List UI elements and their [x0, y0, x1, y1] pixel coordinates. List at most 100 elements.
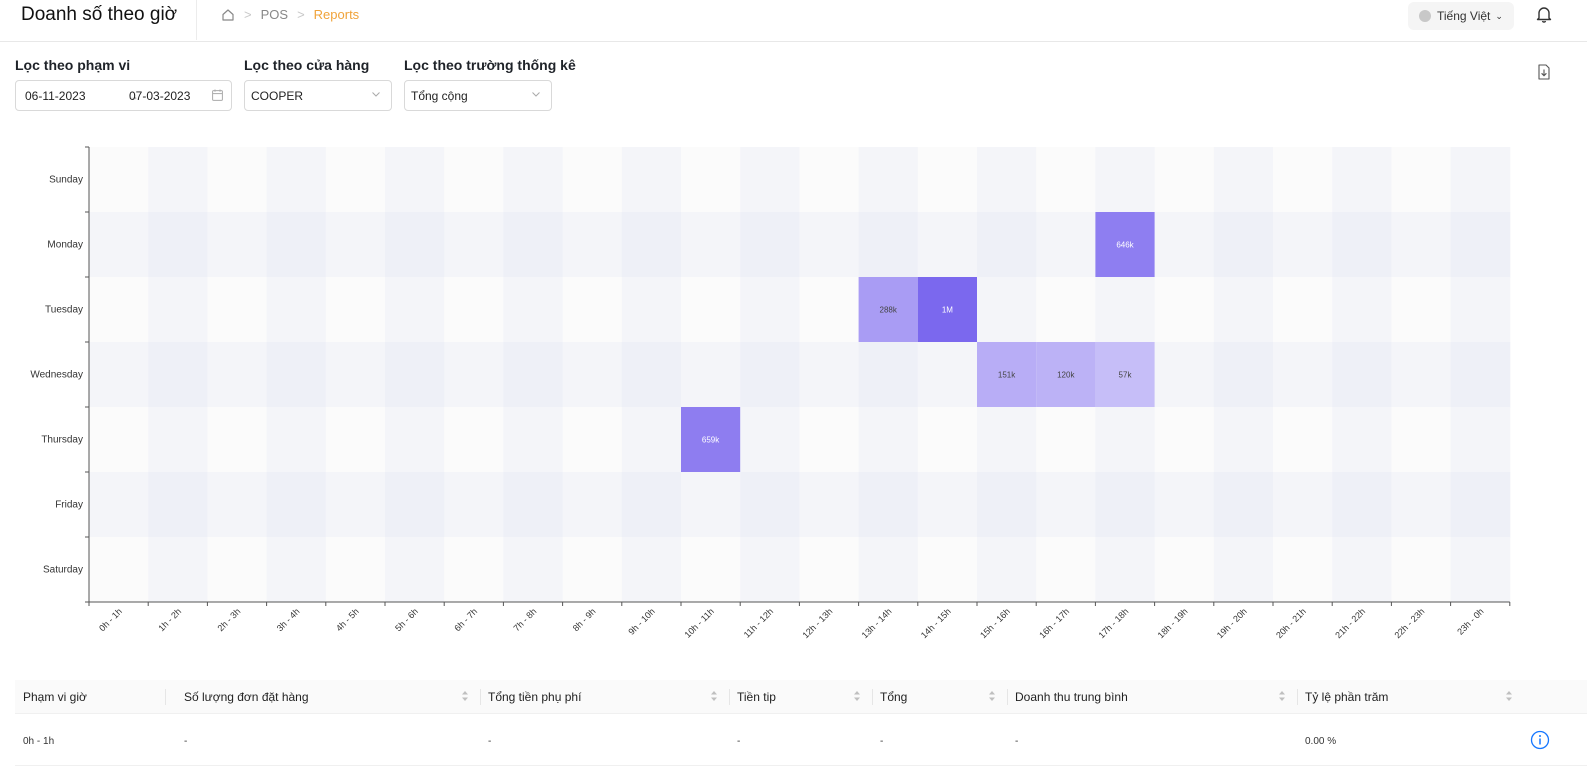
heatmap-background-cell [89, 147, 149, 213]
download-icon[interactable] [1537, 64, 1551, 80]
column-header-surcharge[interactable]: Tổng tiền phụ phí [488, 690, 582, 704]
heatmap-background-cell [977, 277, 1037, 343]
heatmap-background-cell [977, 537, 1037, 603]
heatmap-background-cell [148, 342, 208, 408]
column-header-total[interactable]: Tổng [880, 690, 908, 704]
heatmap-background-cell [89, 212, 149, 278]
heatmap-background-cell [503, 472, 564, 538]
heatmap-background-cell [1391, 472, 1452, 538]
stat-select-value: Tổng cộng [411, 88, 468, 103]
arrow-right-icon: → [127, 88, 139, 103]
sort-icon[interactable] [1505, 689, 1513, 703]
heatmap-background-cell [266, 407, 327, 473]
heatmap-background-cell [207, 472, 268, 538]
heatmap-background-cell [977, 212, 1037, 278]
heatmap-background-cell [444, 147, 504, 213]
x-axis-label: 5h - 6h [393, 606, 420, 633]
column-header-percentage[interactable]: Tỷ lệ phần trăm [1305, 690, 1389, 704]
x-axis-label: 14h - 15h [919, 606, 953, 640]
heatmap-background-cell [1332, 277, 1392, 343]
breadcrumb-item-reports[interactable]: Reports [313, 7, 360, 22]
heatmap-background-cell [1391, 212, 1452, 278]
heatmap-background-cell [1154, 342, 1215, 408]
heatmap-background-cell [503, 407, 564, 473]
heatmap-background-cell [621, 212, 682, 278]
heatmap-background-cell [444, 407, 504, 473]
heatmap-background-cell [207, 537, 268, 603]
language-flag-icon [1419, 10, 1431, 22]
sort-icon[interactable] [710, 689, 718, 703]
store-select[interactable]: COOPER [244, 80, 392, 111]
sort-icon[interactable] [853, 689, 861, 703]
heatmap-background-cell [266, 212, 327, 278]
calendar-icon[interactable] [212, 89, 223, 101]
heatmap-background-cell [562, 537, 623, 603]
sort-icon[interactable] [1278, 689, 1286, 703]
heatmap-background-cell [681, 537, 741, 603]
heatmap-background-cell [917, 342, 978, 408]
heatmap-background-cell [917, 407, 978, 473]
home-icon[interactable] [221, 8, 235, 22]
language-selector[interactable]: Tiếng Việt ⌄ [1408, 2, 1514, 30]
heatmap-background-cell [148, 407, 208, 473]
x-axis-label: 11h - 12h [742, 606, 775, 639]
y-axis-label: Friday [55, 500, 83, 511]
heatmap-background-cell [503, 537, 564, 603]
breadcrumb-item-pos[interactable]: POS [260, 7, 289, 22]
heatmap-background-cell [1213, 147, 1274, 213]
date-from-input[interactable]: 06-11-2023 [25, 88, 86, 103]
heatmap-background-cell [1273, 147, 1333, 213]
date-to-input[interactable]: 07-03-2023 [129, 88, 191, 103]
heatmap-background-cell [621, 537, 682, 603]
heatmap-background-cell [1450, 147, 1511, 213]
heatmap-background-cell [858, 212, 919, 278]
bell-icon[interactable] [1535, 5, 1553, 23]
column-header-orders[interactable]: Số lượng đơn đặt hàng [184, 690, 309, 704]
store-filter-label: Lọc theo cửa hàng [244, 57, 370, 73]
heatmap-background-cell [1391, 342, 1452, 408]
heatmap-background-cell [325, 277, 386, 343]
heatmap-background-cell [385, 472, 445, 538]
heatmap-background-cell [621, 147, 682, 213]
heatmap-background-cell [1273, 537, 1333, 603]
heatmap-background-cell [89, 537, 149, 603]
column-header-tip[interactable]: Tiền tip [737, 690, 776, 704]
heatmap-background-cell [1036, 472, 1096, 538]
heatmap-background-cell [444, 277, 504, 343]
sort-icon[interactable] [988, 689, 996, 703]
cell-surcharge: - [488, 736, 492, 747]
x-axis-label: 7h - 8h [512, 606, 539, 633]
heatmap-cell [1036, 342, 1096, 407]
heatmap-background-cell [1450, 472, 1511, 538]
heatmap-background-cell [325, 407, 386, 473]
heatmap-background-cell [799, 277, 860, 343]
cell-time-range: 0h - 1h [23, 736, 55, 747]
column-divider [872, 689, 873, 705]
heatmap-background-cell [266, 342, 327, 408]
sort-icon[interactable] [461, 689, 469, 703]
column-header-avg-revenue[interactable]: Doanh thu trung bình [1015, 690, 1128, 704]
heatmap-background-cell [917, 537, 978, 603]
x-axis-label: 2h - 3h [216, 606, 243, 633]
heatmap-cell-label: 57k [1119, 371, 1133, 380]
heatmap-cell [977, 342, 1037, 407]
heatmap-background-cell [444, 212, 504, 278]
table-row[interactable]: 0h - 1h - - - - - 0.00 % [15, 714, 1587, 766]
heatmap-background-cell [1213, 407, 1274, 473]
heatmap-cell [681, 407, 741, 472]
column-divider [729, 689, 730, 705]
heatmap-background-cell [385, 147, 445, 213]
date-range-picker[interactable]: 06-11-2023 → 07-03-2023 [15, 80, 232, 111]
heatmap-background-cell [1450, 212, 1511, 278]
column-divider [165, 689, 166, 705]
heatmap-background-cell [977, 407, 1037, 473]
chevron-down-icon [532, 92, 540, 97]
cell-orders: - [184, 736, 188, 747]
stat-select[interactable]: Tổng cộng [404, 80, 552, 111]
info-icon[interactable] [1530, 730, 1550, 750]
heatmap-background-cell [740, 472, 800, 538]
heatmap-background-cell [977, 472, 1037, 538]
heatmap-background-cell [385, 342, 445, 408]
top-bar: Doanh số theo giờ > POS > Reports Tiếng … [0, 0, 1587, 42]
cell-percentage: 0.00 % [1305, 736, 1337, 747]
